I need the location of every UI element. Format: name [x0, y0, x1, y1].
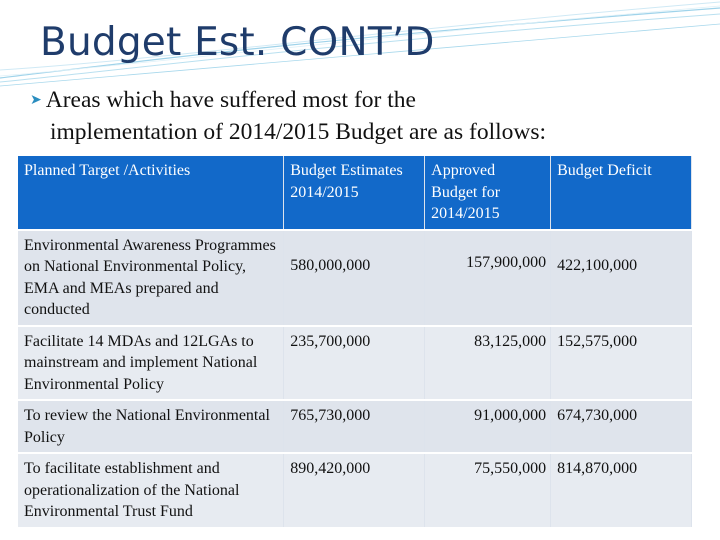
bullet-arrow-icon: ➤: [30, 93, 42, 108]
deficit-cell: 422,100,000: [550, 229, 692, 327]
header-approved: Approved Budget for 2014/2015: [424, 156, 552, 231]
table-row: Environmental Awareness Programmes on Na…: [18, 229, 692, 327]
approved-cell: 83,125,000: [424, 325, 552, 401]
decorative-swoosh: [0, 1, 720, 87]
estimate-cell: 890,420,000: [283, 453, 426, 529]
table-row: Facilitate 14 MDAs and 12LGAs to mainstr…: [18, 325, 692, 401]
table-row: To review the National Environmental Pol…: [18, 400, 692, 454]
estimate-cell: 580,000,000: [283, 229, 426, 327]
approved-cell: 91,000,000: [424, 400, 552, 454]
header-estimates: Budget Estimates 2014/2015: [283, 156, 426, 231]
approved-cell: 75,550,000: [424, 453, 552, 529]
budget-table: Planned Target /Activities Budget Estima…: [18, 156, 692, 529]
approved-cell: 157,900,000: [424, 229, 552, 327]
activity-cell: To review the National Environmental Pol…: [18, 400, 285, 454]
bullet-line-1: Areas which have suffered most for the: [45, 87, 416, 113]
bullet-line-2: implementation of 2014/2015 Budget are a…: [50, 119, 547, 145]
header-activities: Planned Target /Activities: [18, 156, 285, 231]
estimate-cell: 765,730,000: [283, 400, 426, 454]
deficit-cell: 674,730,000: [550, 400, 692, 454]
activity-cell: Facilitate 14 MDAs and 12LGAs to mainstr…: [18, 325, 285, 401]
activity-cell: To facilitate establishment and operatio…: [18, 453, 285, 529]
deficit-cell: 152,575,000: [550, 325, 692, 401]
deficit-cell: 814,870,000: [550, 453, 692, 529]
table-row: To facilitate establishment and operatio…: [18, 453, 692, 529]
estimate-cell: 235,700,000: [283, 325, 426, 401]
activity-cell: Environmental Awareness Programmes on Na…: [18, 229, 285, 327]
slide-title: Budget Est. CONT’D: [40, 20, 435, 65]
table-header-row: Planned Target /Activities Budget Estima…: [18, 156, 692, 231]
header-deficit: Budget Deficit: [550, 156, 692, 231]
bullet-text: ➤ Areas which have suffered most for the …: [30, 86, 690, 147]
